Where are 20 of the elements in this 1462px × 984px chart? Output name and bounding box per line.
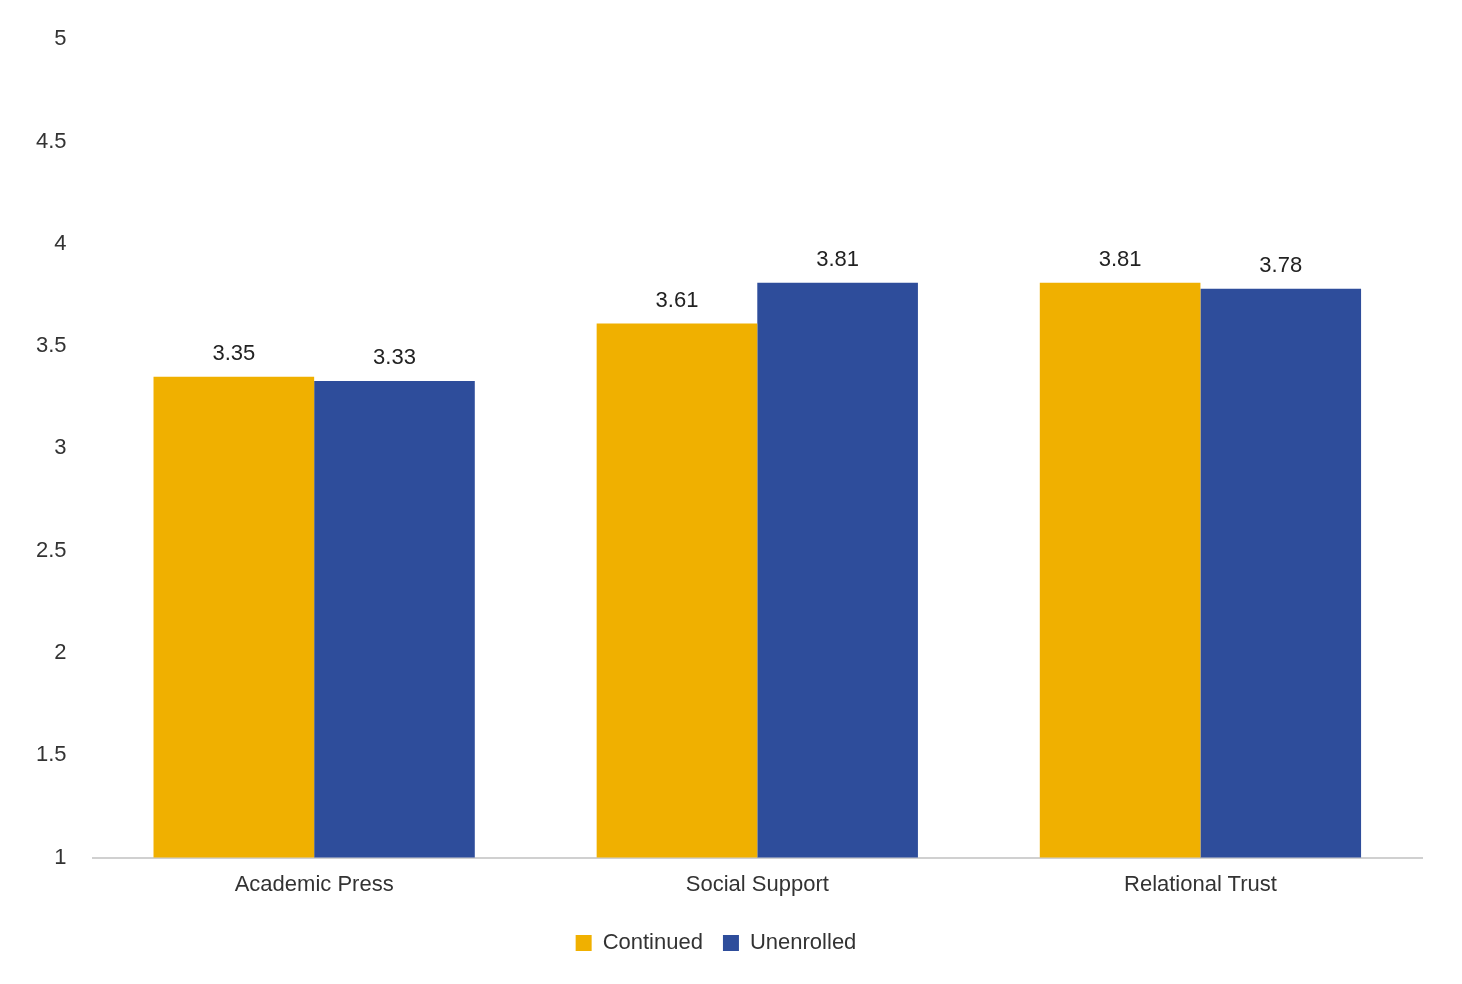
- data-label: 3.33: [373, 343, 416, 369]
- y-tick-label: 3: [54, 434, 67, 460]
- data-label: 3.61: [655, 286, 699, 312]
- y-tick-label: 4: [54, 229, 67, 255]
- y-tick-label: 3.5: [35, 332, 67, 358]
- y-tick-label: 4.5: [35, 127, 67, 153]
- data-label: 3.81: [1098, 245, 1142, 271]
- x-tick-label: Relational Trust: [1124, 870, 1277, 896]
- x-tick-label: Academic Press: [234, 870, 394, 896]
- data-label: 3.81: [816, 245, 860, 271]
- data-label: 3.35: [212, 339, 256, 365]
- x-tick-label: Social Support: [685, 870, 829, 896]
- y-tick-label: 2: [54, 639, 67, 665]
- y-tick-label: 5: [54, 25, 67, 51]
- y-tick-label: 1.5: [35, 741, 67, 767]
- data-label: 3.78: [1259, 251, 1303, 277]
- legend-label: Unenrolled: [749, 929, 857, 955]
- legend-label: Continued: [602, 929, 703, 955]
- y-tick-label: 2.5: [35, 536, 67, 562]
- y-tick-label: 1: [54, 843, 67, 869]
